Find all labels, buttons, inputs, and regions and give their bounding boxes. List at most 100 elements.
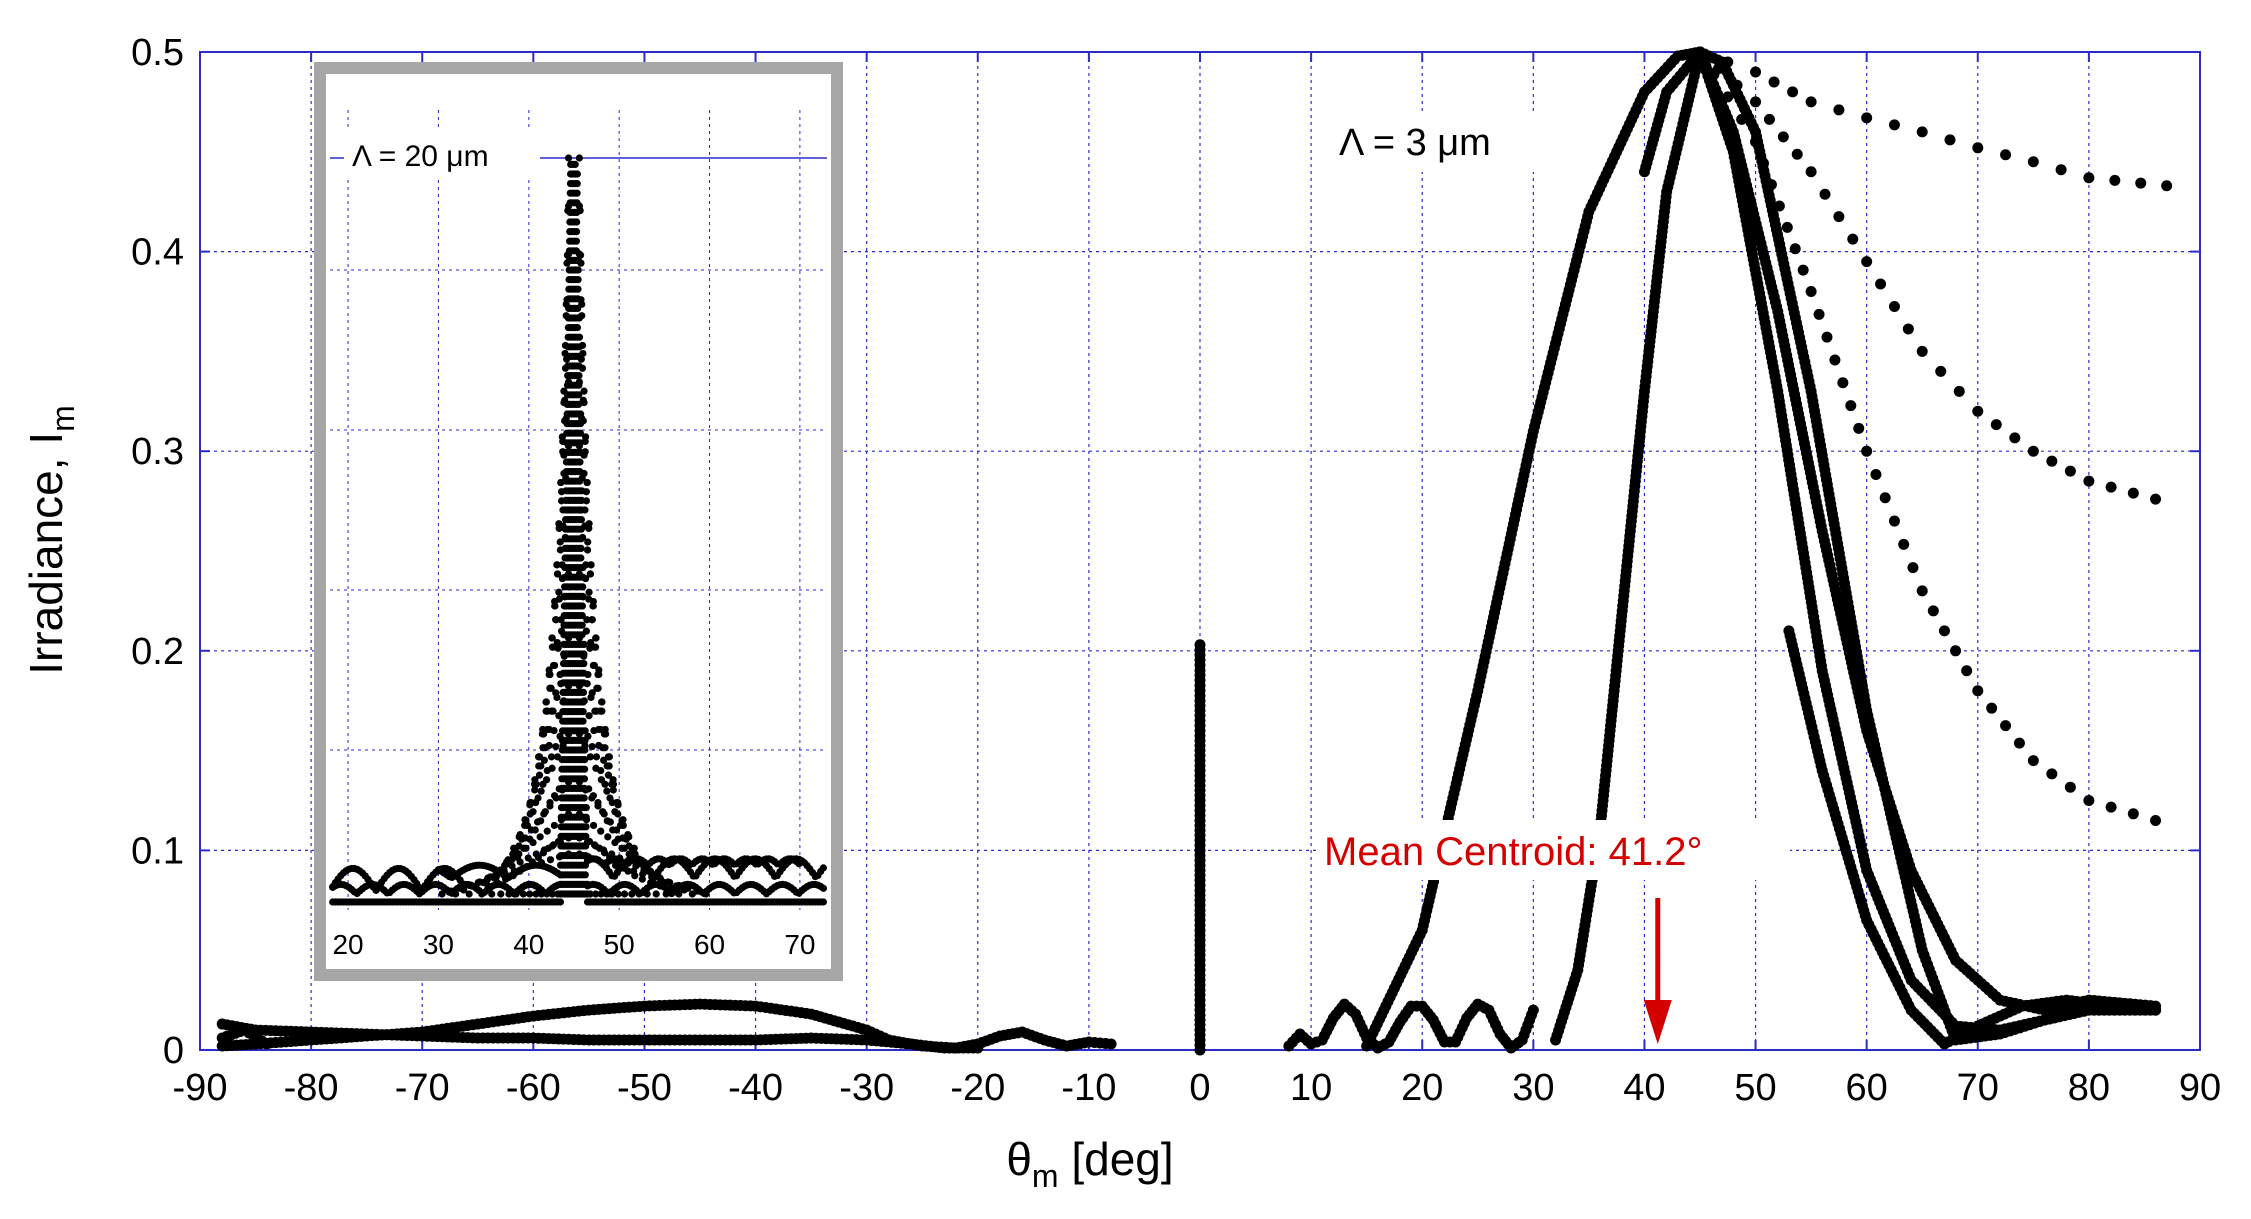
data-point <box>2083 795 2095 806</box>
inset-data-point <box>590 661 598 670</box>
inset-data-point <box>533 818 542 826</box>
data-point <box>2027 156 2039 168</box>
inset-data-point <box>555 524 563 532</box>
inset-data-point <box>516 858 524 866</box>
inset-data-point <box>548 764 556 772</box>
inset-data-point <box>536 833 544 841</box>
data-point <box>2083 172 2095 184</box>
inset-data-point <box>575 352 583 360</box>
data-point <box>1907 562 1919 574</box>
main-y-tick-labels: 0 0.1 0.2 0.3 0.4 0.5 <box>131 32 184 1072</box>
data-point <box>1870 468 1882 480</box>
inset-data-point <box>584 538 592 546</box>
y-tick-label: 0 <box>163 1030 184 1072</box>
inset-data-point <box>581 871 589 879</box>
inset-data-point <box>556 898 565 906</box>
centroid-label-box <box>1318 820 1790 880</box>
inset-data-point <box>581 727 589 735</box>
inset-data-point <box>585 712 593 720</box>
inset-data-point <box>577 535 585 543</box>
inset-data-point <box>535 753 543 761</box>
x-axis-unit: [deg] <box>1059 1133 1174 1185</box>
x-tick-label: 0 <box>1189 1067 1210 1109</box>
inset-data-point <box>576 420 585 428</box>
inset-data-point <box>521 834 529 842</box>
inset-data-point <box>552 742 560 751</box>
data-point <box>2000 720 2012 732</box>
data-point <box>2046 455 2058 467</box>
inset-label-box <box>344 130 540 178</box>
data-point <box>972 1042 984 1054</box>
inset-data-point <box>586 753 594 761</box>
inset-data-point <box>573 189 581 197</box>
inset-data-point <box>580 660 588 668</box>
inset-data-point <box>601 744 609 752</box>
inset-data-point <box>542 698 550 706</box>
period-label: Λ = 3 μm <box>1339 122 1491 164</box>
inset-data-point <box>574 304 582 312</box>
inset-data-point <box>585 524 593 532</box>
x-tick-label: -20 <box>950 1067 1005 1109</box>
inset-data-point <box>587 638 595 647</box>
data-point <box>1927 605 1939 617</box>
data-point <box>2083 475 2095 487</box>
inset-data-point <box>588 742 596 751</box>
inset-data-point <box>547 753 556 761</box>
data-point <box>1953 385 1965 397</box>
inset-data-point <box>594 684 602 692</box>
inset-data-point <box>580 669 588 677</box>
x-tick-label: -80 <box>284 1067 339 1109</box>
inset-data-point <box>555 588 563 596</box>
data-point <box>1861 112 1873 124</box>
inset-data-point <box>556 880 565 889</box>
inset-data-point <box>590 726 598 735</box>
data-point <box>2127 487 2139 499</box>
inset-data-point <box>532 890 540 898</box>
inset-x-tick-label: 30 <box>423 929 454 960</box>
inset-data-point <box>530 780 539 788</box>
inset-data-point <box>819 884 827 892</box>
inset-data-point <box>592 634 600 642</box>
y-tick-label: 0.2 <box>131 631 184 673</box>
x-tick-label: -40 <box>728 1067 783 1109</box>
inset-border <box>314 62 843 981</box>
inset-data-point <box>540 846 548 854</box>
inset-data-point <box>583 478 591 487</box>
inset-data-point <box>526 810 534 818</box>
data-point <box>1833 104 1845 116</box>
inset-data-point <box>612 826 621 834</box>
inset-data-point <box>577 410 585 418</box>
inset-data-point <box>573 218 581 226</box>
y-tick-label: 0.1 <box>131 830 184 872</box>
inset-data-point <box>608 798 616 807</box>
inset-data-point <box>576 477 584 485</box>
y-tick-label: 0.3 <box>131 431 184 473</box>
inset-data-point <box>582 842 590 850</box>
inset-data-point <box>539 744 547 752</box>
inset-data-point <box>604 833 612 841</box>
inset-data-point <box>532 850 540 858</box>
inset-data-point <box>553 570 562 578</box>
inset-x-tick-labels: 20 30 40 50 60 70 <box>332 929 815 960</box>
inset-data-point <box>579 564 587 572</box>
data-point <box>1935 365 1947 377</box>
inset-data-point <box>582 804 590 812</box>
inset-data-point <box>666 878 674 887</box>
inset-data-point <box>524 854 532 862</box>
inset-data-point <box>819 864 827 872</box>
inset-data-point <box>545 670 553 679</box>
inset-data-point <box>483 876 491 884</box>
inset-data-point <box>574 285 582 293</box>
inset-data-point <box>580 765 589 773</box>
inset-data-point <box>519 890 527 898</box>
inset-data-point <box>592 707 601 715</box>
inset-data-point <box>630 867 638 875</box>
y-tick-label: 0.5 <box>131 32 184 74</box>
inset-data-point <box>578 602 587 610</box>
inset-data-point <box>573 208 581 216</box>
inset-data-point <box>564 154 573 162</box>
inset-x-tick-label: 60 <box>694 929 725 960</box>
data-point <box>2013 737 2025 749</box>
inset-data-point <box>535 771 544 779</box>
x-tick-label: 60 <box>1846 1067 1888 1109</box>
